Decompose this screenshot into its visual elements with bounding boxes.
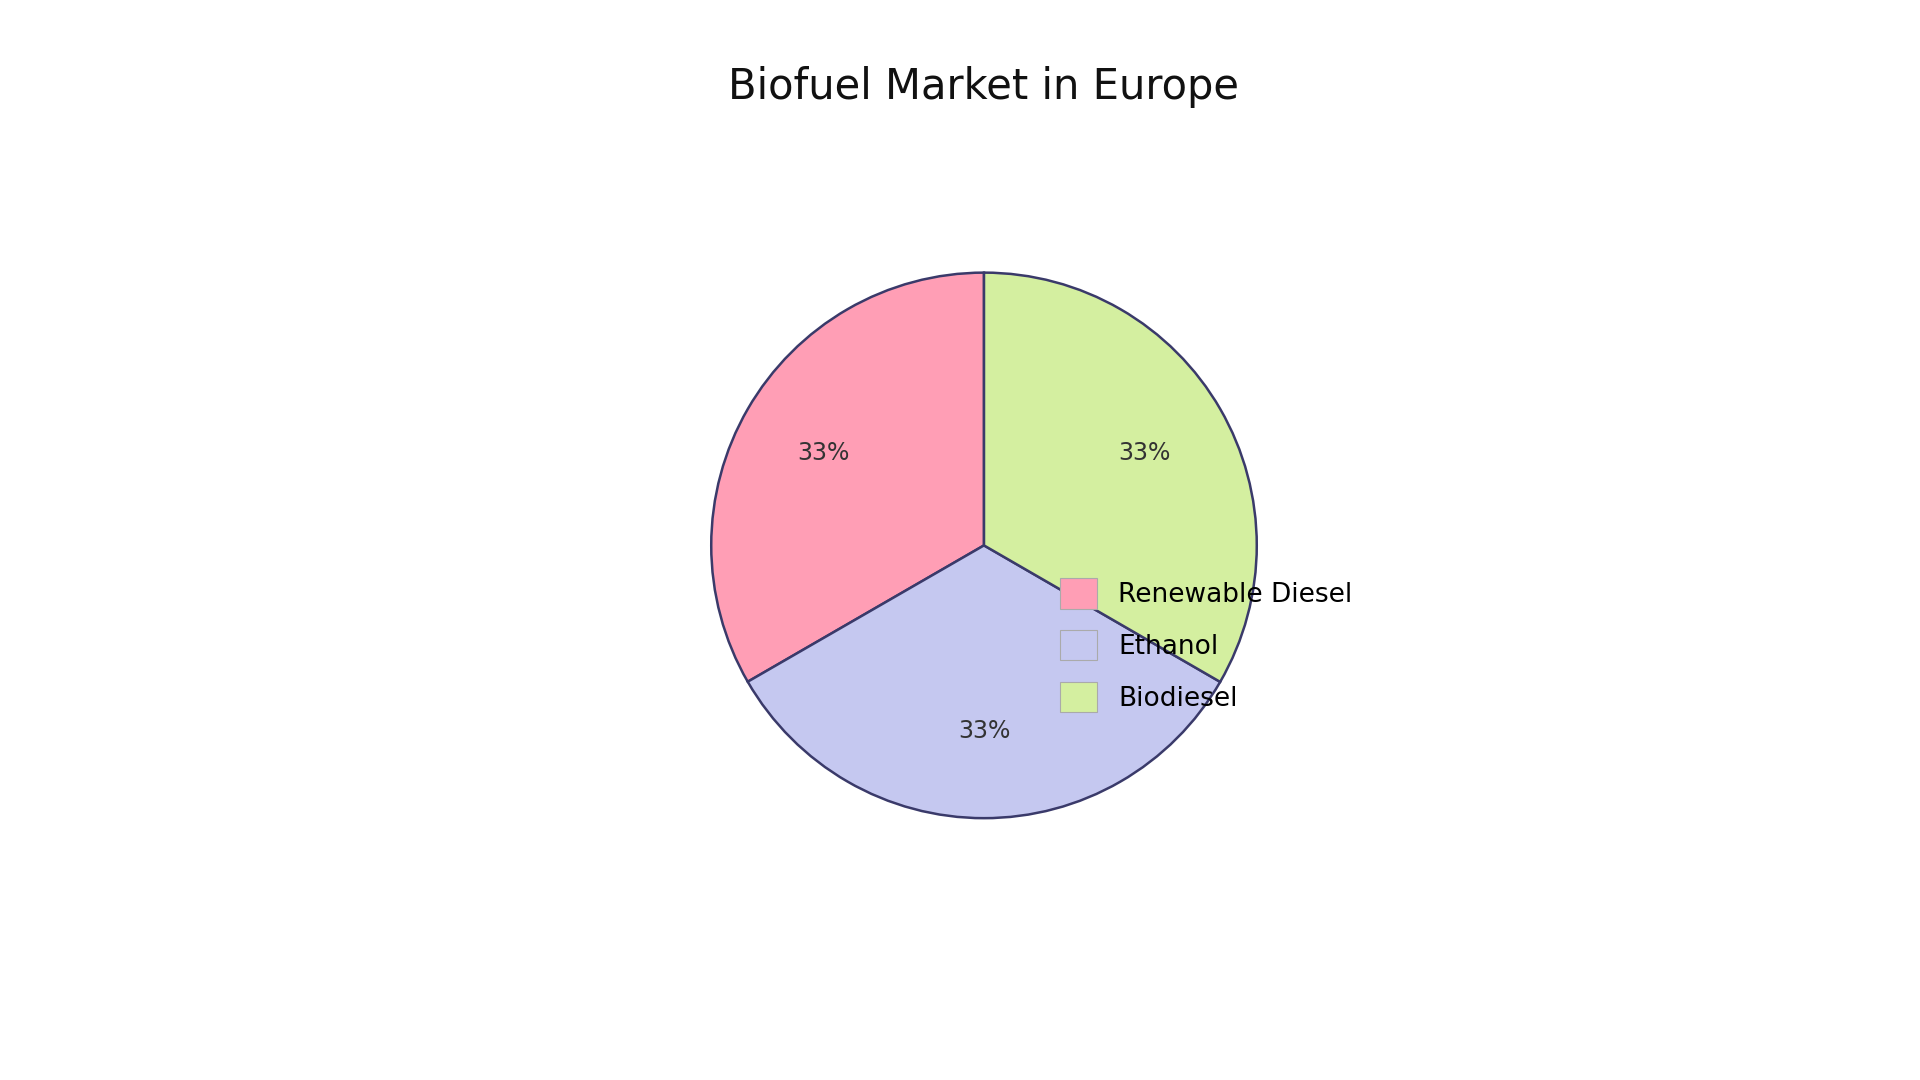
Text: 33%: 33% — [797, 441, 849, 464]
Title: Biofuel Market in Europe: Biofuel Market in Europe — [728, 66, 1240, 108]
Wedge shape — [710, 272, 983, 681]
Text: 33%: 33% — [958, 719, 1010, 743]
Wedge shape — [747, 545, 1221, 819]
Wedge shape — [983, 272, 1258, 681]
Text: 33%: 33% — [1119, 441, 1171, 464]
Legend: Renewable Diesel, Ethanol, Biodiesel: Renewable Diesel, Ethanol, Biodiesel — [1046, 565, 1365, 725]
